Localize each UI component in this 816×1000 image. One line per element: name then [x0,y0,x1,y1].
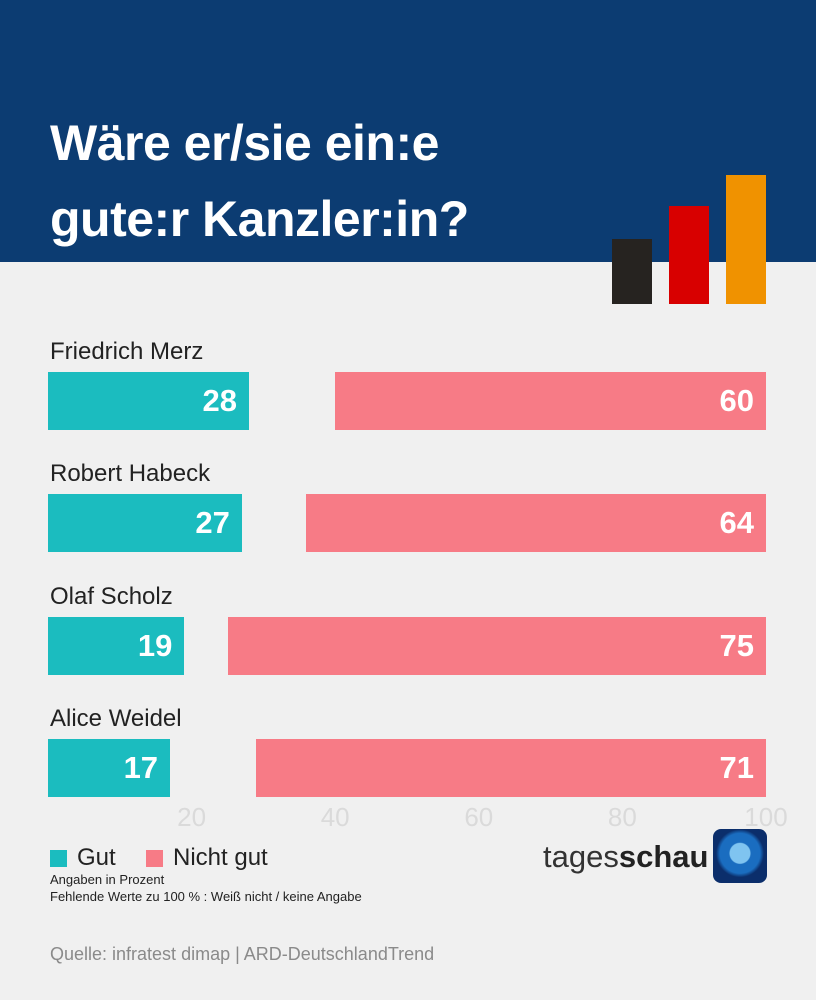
category-label: Alice Weidel [50,705,182,732]
logo-text-bold: schau [618,839,709,874]
bar-nicht-gut: 75 [227,617,766,675]
header: Wäre er/sie ein:e gute:r Kanzler:in? [0,0,816,262]
flag-bar [612,239,652,304]
x-tick-label: 40 [320,802,350,832]
logo-text-light: tages [543,839,619,874]
legend-swatch-nicht-gut [146,849,163,867]
note-missing: Fehlende Werte zu 100 % : Weiß nicht / k… [50,889,362,904]
bar-gut: 17 [48,739,171,797]
category-label: Friedrich Merz [50,338,204,365]
x-tick-label: 60 [464,802,494,832]
legend-label: Nicht gut [173,844,268,871]
x-tick-label: 20 [177,802,207,832]
tagesschau-globe-icon [713,829,767,883]
title-line-1: Wäre er/sie ein:e [50,115,439,171]
bar-gut: 19 [48,617,185,675]
x-tick-label: 80 [607,802,637,832]
bar-gut: 28 [48,372,250,430]
bar-nicht-gut: 64 [306,494,766,552]
bar-nicht-gut: 60 [335,372,766,430]
legend-gut: Gut [50,845,116,871]
legend-nicht-gut: Nicht gut [146,845,268,871]
title-line-2: gute:r Kanzler:in? [50,191,469,247]
category-label: Robert Habeck [50,460,211,487]
legend-swatch-gut [50,849,67,867]
note-unit: Angaben in Prozent [50,872,165,887]
flag-bar [726,175,766,304]
category-label: Olaf Scholz [50,583,173,610]
flag-bar [669,206,709,304]
tagesschau-logo: tagesschau [543,840,708,874]
bar-nicht-gut: 71 [256,739,766,797]
chart-title: Wäre er/sie ein:e gute:r Kanzler:in? [50,105,469,257]
x-tick-label: 100 [744,802,788,832]
bar-gut: 27 [48,494,242,552]
source: Quelle: infratest dimap | ARD-Deutschlan… [50,944,435,964]
legend-label: Gut [77,844,116,871]
